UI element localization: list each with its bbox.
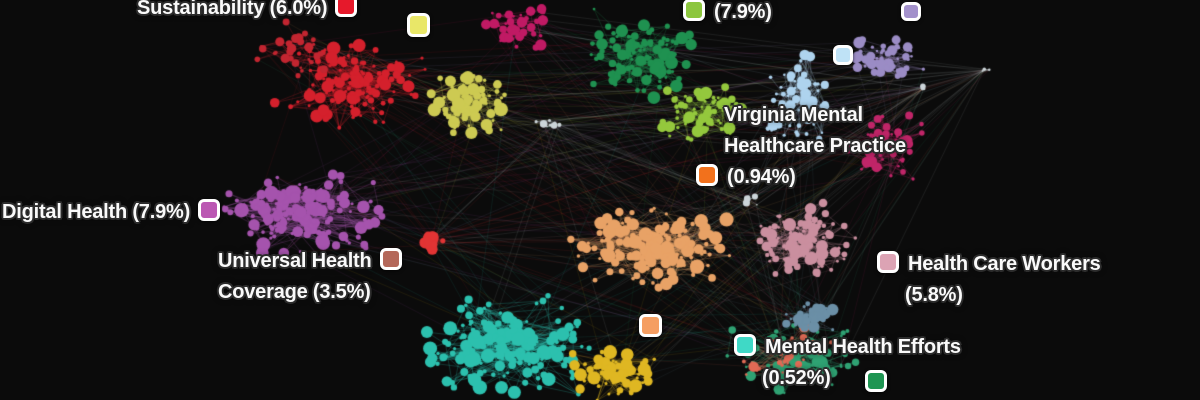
green-cluster-marker bbox=[683, 0, 705, 21]
cluster-label-text: Sustainability (6.0%) bbox=[137, 0, 328, 19]
cluster-label-digital-health: Digital Health (7.9%) bbox=[2, 197, 221, 228]
sustainability-cluster-marker bbox=[335, 0, 358, 17]
lavender-cluster-marker bbox=[901, 2, 921, 21]
cluster-label-text: Healthcare Practice bbox=[724, 135, 906, 157]
pink-cluster-marker bbox=[877, 251, 899, 273]
cluster-label-text: Virginia Mental bbox=[724, 104, 863, 126]
light-blue-cluster-marker bbox=[833, 45, 853, 65]
cluster-label-universal-health-coverage: Universal Health Coverage (3.5%) bbox=[218, 246, 402, 308]
salmon-cluster-marker bbox=[639, 314, 662, 337]
cluster-label-text: Health Care Workers bbox=[908, 253, 1101, 275]
brown-cluster-marker bbox=[379, 248, 402, 270]
cluster-label-text: (7.9%) bbox=[714, 1, 772, 23]
cluster-label-share: (0.52%) bbox=[762, 367, 831, 389]
orange-cluster-marker bbox=[696, 164, 718, 186]
yellow-cluster-marker bbox=[407, 13, 430, 37]
cluster-label-share: Coverage (3.5%) bbox=[218, 281, 371, 303]
cluster-label-text: Digital Health (7.9%) bbox=[2, 201, 191, 223]
cluster-label-virginia-mental-healthcare: Virginia Mental Healthcare Practice (0.9… bbox=[696, 100, 906, 193]
cluster-label-top-green: (7.9%) bbox=[683, 0, 772, 28]
cluster-label-share: (0.94%) bbox=[727, 166, 796, 188]
cluster-label-health-care-workers: Health Care Workers (5.8%) bbox=[877, 249, 1101, 311]
cluster-label-mental-health-efforts: Mental Health Efforts (0.52%) bbox=[734, 332, 961, 394]
green-bottom-cluster-marker bbox=[865, 370, 887, 392]
cluster-label-share: (5.8%) bbox=[905, 284, 963, 306]
teal-cluster-marker bbox=[734, 334, 756, 356]
cluster-label-text: Mental Health Efforts bbox=[765, 336, 961, 358]
purple-cluster-marker bbox=[198, 199, 221, 221]
cluster-label-sustainability: Sustainability (6.0%) bbox=[137, 0, 358, 24]
cluster-label-text: Universal Health bbox=[218, 250, 372, 272]
